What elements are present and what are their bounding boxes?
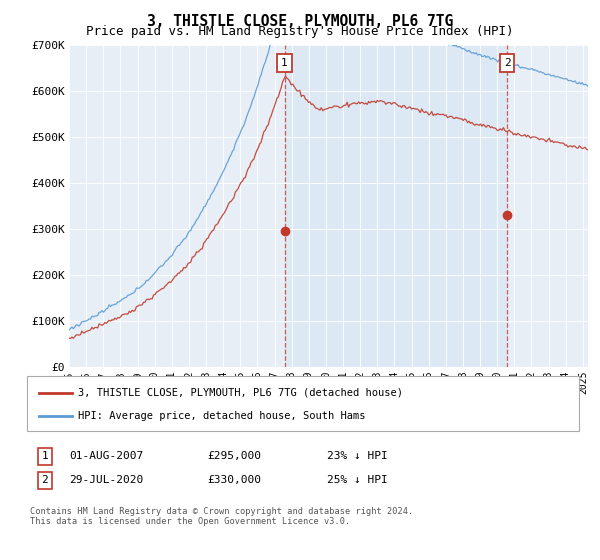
Text: 2: 2 bbox=[41, 475, 49, 486]
Text: £330,000: £330,000 bbox=[207, 475, 261, 486]
Text: 3, THISTLE CLOSE, PLYMOUTH, PL6 7TG: 3, THISTLE CLOSE, PLYMOUTH, PL6 7TG bbox=[147, 14, 453, 29]
Text: Contains HM Land Registry data © Crown copyright and database right 2024.
This d: Contains HM Land Registry data © Crown c… bbox=[30, 507, 413, 526]
Text: Price paid vs. HM Land Registry's House Price Index (HPI): Price paid vs. HM Land Registry's House … bbox=[86, 25, 514, 38]
Text: 01-AUG-2007: 01-AUG-2007 bbox=[69, 451, 143, 461]
Text: £295,000: £295,000 bbox=[207, 451, 261, 461]
Text: 23% ↓ HPI: 23% ↓ HPI bbox=[327, 451, 388, 461]
Bar bbox=[284, 45, 507, 367]
Text: 25% ↓ HPI: 25% ↓ HPI bbox=[327, 475, 388, 486]
Text: 1: 1 bbox=[41, 451, 49, 461]
Text: HPI: Average price, detached house, South Hams: HPI: Average price, detached house, Sout… bbox=[78, 411, 365, 421]
Text: 3, THISTLE CLOSE, PLYMOUTH, PL6 7TG (detached house): 3, THISTLE CLOSE, PLYMOUTH, PL6 7TG (det… bbox=[78, 388, 403, 398]
Text: 2: 2 bbox=[504, 58, 511, 68]
Text: 29-JUL-2020: 29-JUL-2020 bbox=[69, 475, 143, 486]
Text: 1: 1 bbox=[281, 58, 288, 68]
